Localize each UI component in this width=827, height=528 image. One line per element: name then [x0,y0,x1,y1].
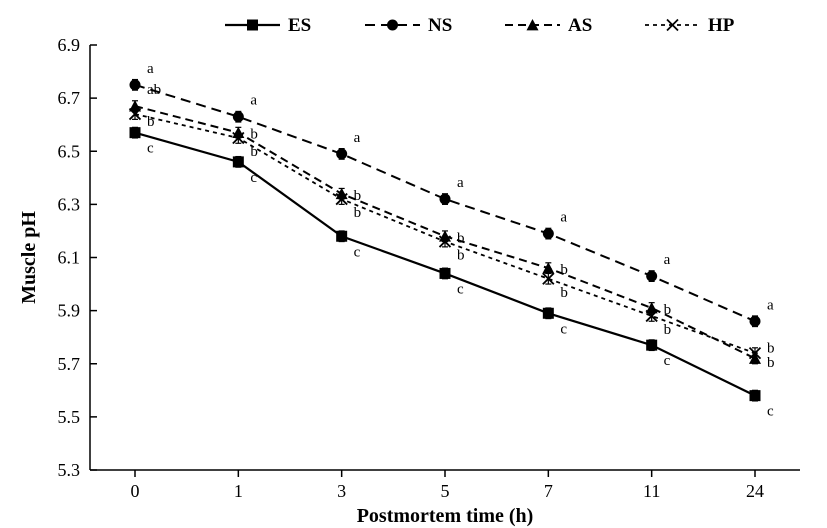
svg-text:6.3: 6.3 [58,194,81,214]
svg-text:a: a [354,130,361,146]
svg-text:5.5: 5.5 [58,407,81,427]
svg-text:c: c [147,141,154,157]
svg-text:HP: HP [708,15,735,36]
svg-text:a: a [767,297,774,313]
svg-text:a: a [560,210,567,226]
svg-text:b: b [250,144,257,160]
svg-text:NS: NS [428,15,452,36]
svg-text:1: 1 [234,481,243,501]
svg-text:24: 24 [746,481,764,501]
svg-text:b: b [664,322,672,338]
svg-text:b: b [767,340,775,356]
svg-text:5.7: 5.7 [58,354,81,374]
svg-text:b: b [457,230,465,246]
line-chart: 5.3 5.5 5.7 5.9 6.1 6.3 6.5 6.7 6.9 Muscle pH 0 1 3 5… [0,0,827,528]
svg-text:11: 11 [643,481,660,501]
svg-text:c: c [560,321,567,337]
svg-text:b: b [250,127,257,143]
svg-text:ES: ES [288,15,311,36]
svg-text:5.9: 5.9 [58,301,81,321]
svg-text:c: c [354,244,361,260]
svg-text:b: b [354,188,362,204]
svg-text:b: b [560,262,568,278]
svg-text:b: b [664,302,672,318]
series-NS [130,79,761,326]
svg-text:Postmortem time (h): Postmortem time (h) [357,505,534,527]
svg-text:b: b [457,248,465,264]
svg-text:b: b [560,285,568,301]
svg-text:5.3: 5.3 [58,460,81,480]
svg-text:AS: AS [568,15,592,36]
svg-text:7: 7 [544,481,553,501]
svg-text:6.9: 6.9 [58,35,81,55]
svg-text:6.1: 6.1 [58,248,81,268]
svg-text:b: b [354,205,362,221]
svg-text:c: c [457,281,464,297]
svg-text:ab: ab [147,82,161,98]
svg-text:c: c [664,353,671,369]
svg-text:6.7: 6.7 [58,88,81,108]
svg-text:6.5: 6.5 [58,141,81,161]
svg-text:a: a [147,61,154,77]
svg-text:c: c [250,170,257,186]
svg-text:b: b [767,355,775,371]
svg-text:3: 3 [337,481,346,501]
svg-text:Muscle pH: Muscle pH [18,211,40,304]
svg-text:5: 5 [441,481,450,501]
svg-text:a: a [250,93,257,109]
svg-text:b: b [147,114,155,130]
svg-text:0: 0 [131,481,140,501]
svg-text:a: a [664,252,671,268]
svg-text:a: a [457,175,464,191]
svg-text:c: c [767,404,774,420]
